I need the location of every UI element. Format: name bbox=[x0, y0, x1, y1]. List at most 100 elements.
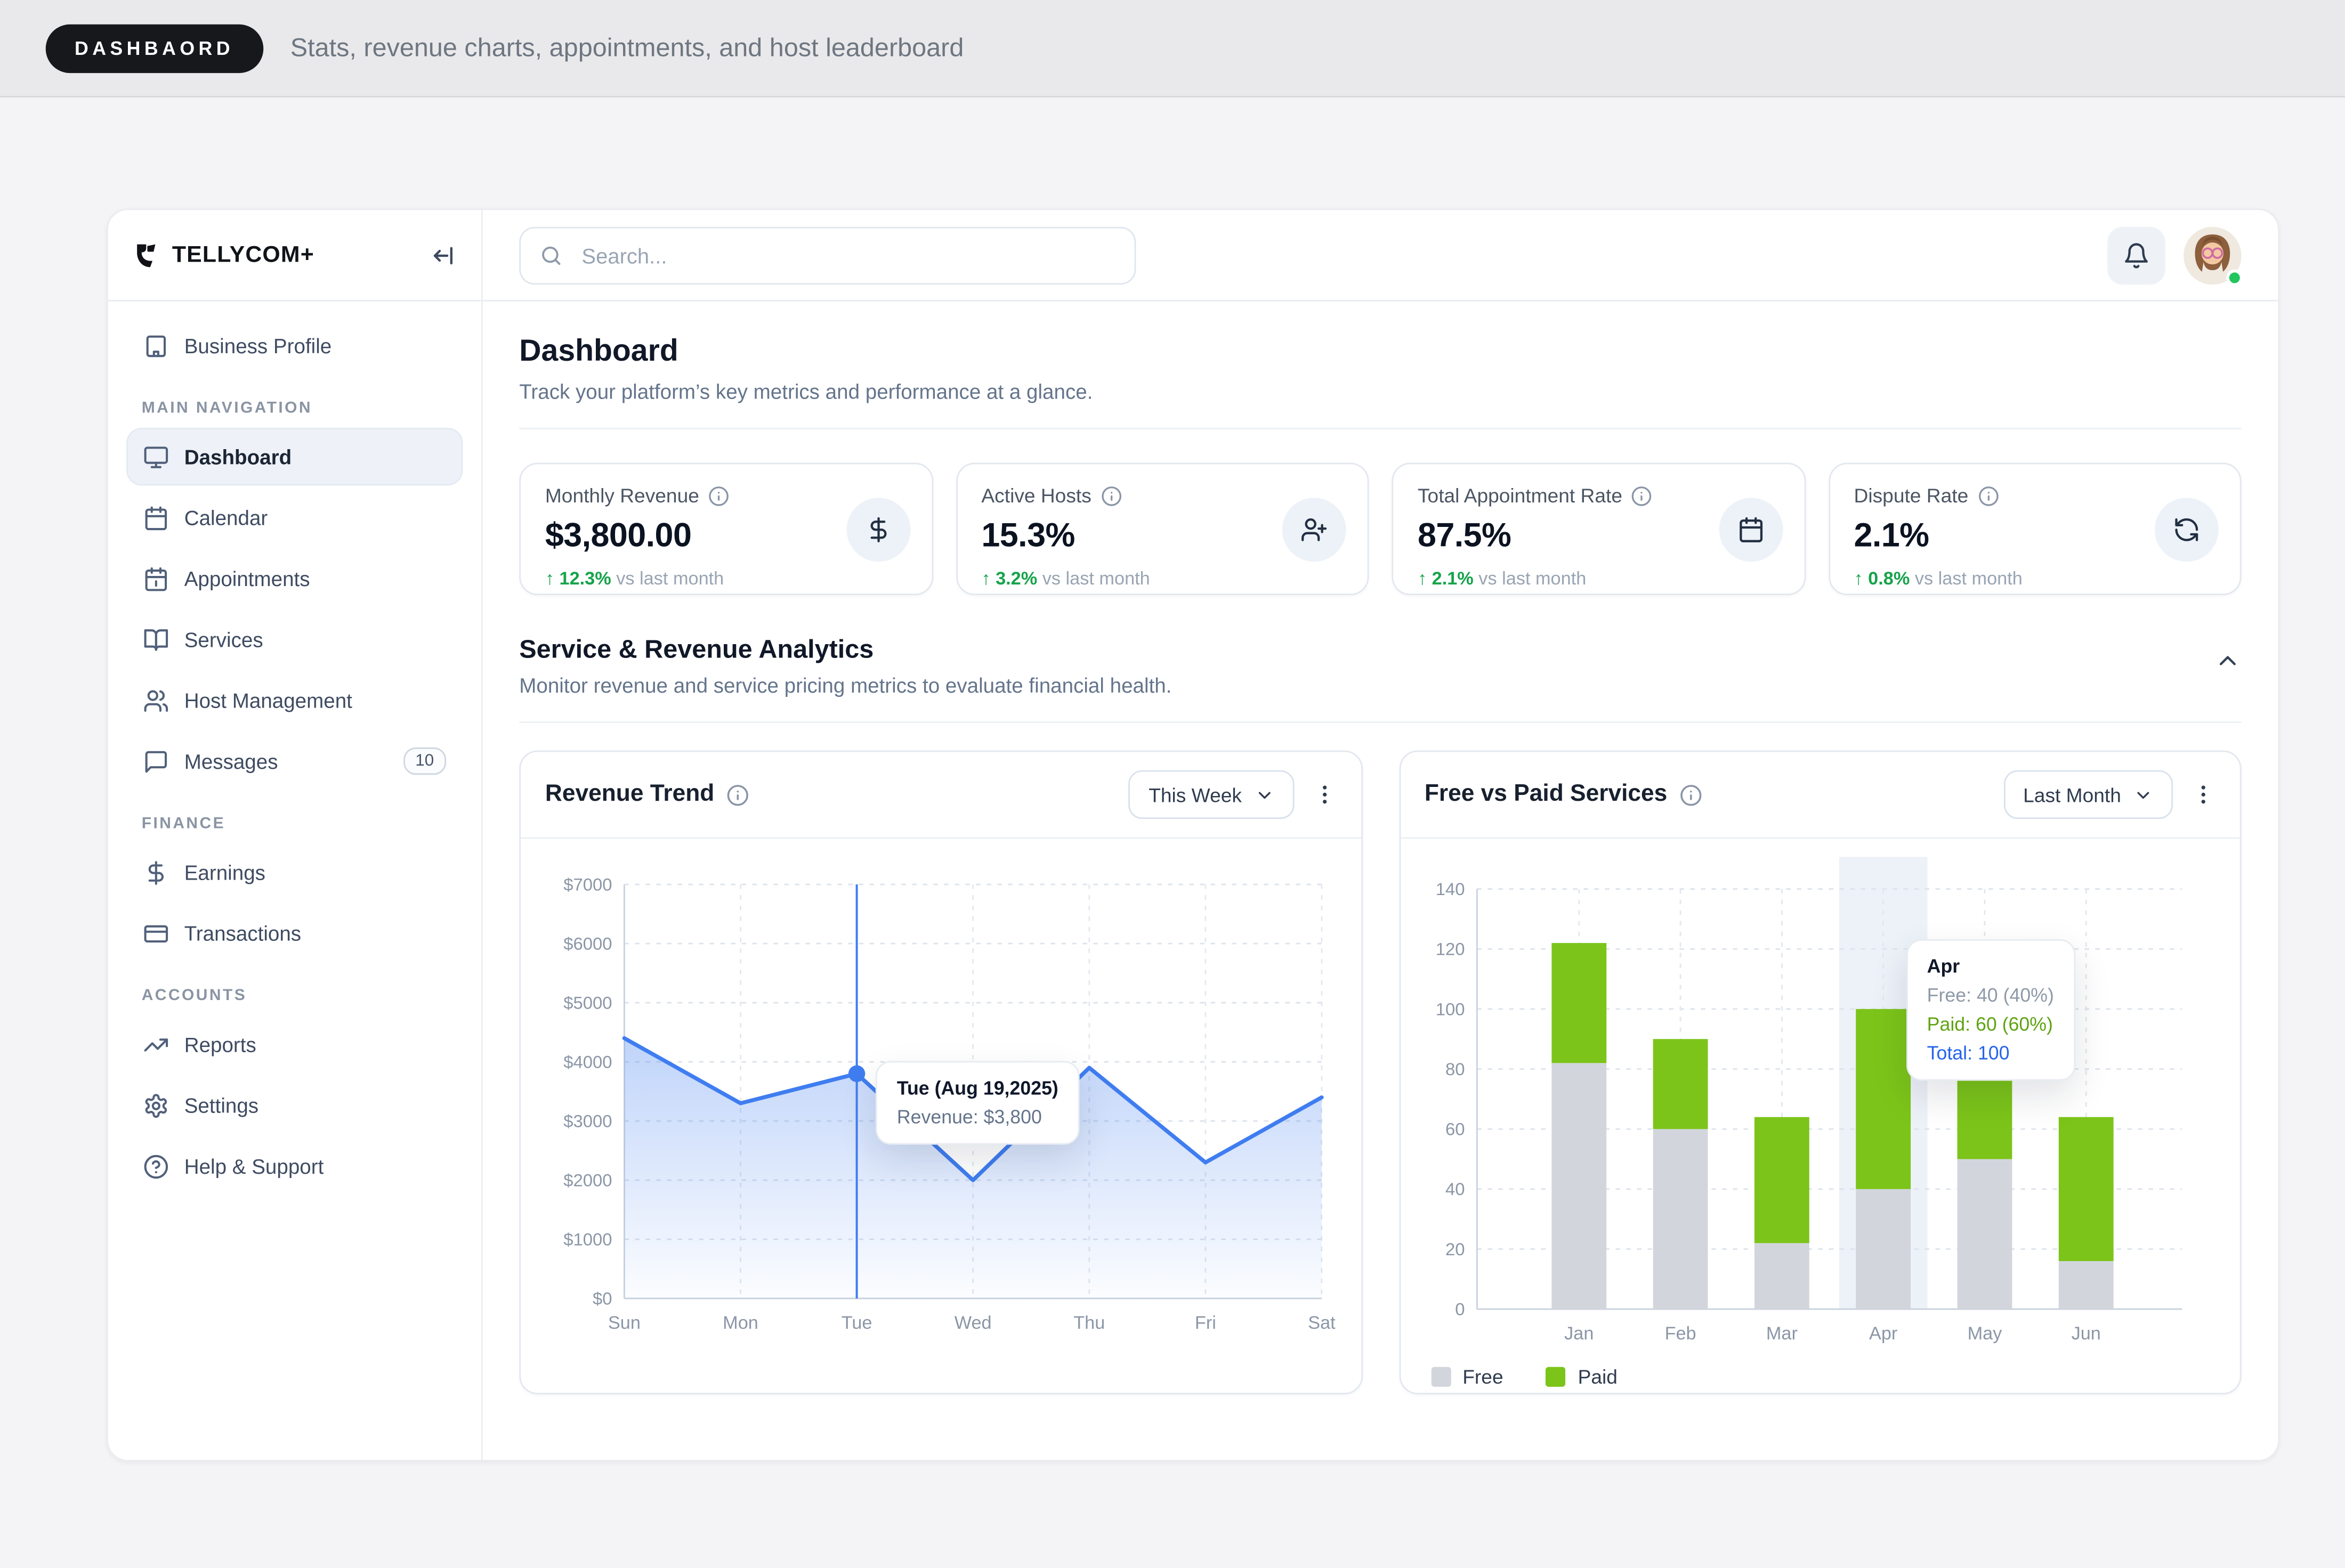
svg-text:Thu: Thu bbox=[1073, 1313, 1105, 1333]
svg-text:Feb: Feb bbox=[1664, 1323, 1695, 1344]
calendar-appointment-icon bbox=[143, 565, 169, 591]
sidebar-item-reports[interactable]: Reports bbox=[126, 1015, 463, 1074]
revenue-trend-chart[interactable]: $0$1000$2000$3000$4000$5000$6000$7000Sun… bbox=[521, 839, 1361, 1393]
notifications-button[interactable] bbox=[2107, 226, 2165, 284]
bell-icon bbox=[2123, 241, 2150, 269]
svg-text:$2000: $2000 bbox=[563, 1170, 612, 1190]
legend-item-paid: Paid bbox=[1546, 1366, 1618, 1388]
nav-section-finance: FINANCE bbox=[142, 815, 448, 833]
svg-text:Tue: Tue bbox=[842, 1313, 872, 1333]
revenue-trend-card: Revenue Trend This Week bbox=[519, 751, 1362, 1395]
sidebar-nav: Business Profile MAIN NAVIGATION Dashboa… bbox=[108, 302, 481, 1213]
top-strip: DASHBAORD Stats, revenue charts, appoint… bbox=[0, 0, 2345, 98]
page-badge: DASHBAORD bbox=[46, 23, 263, 72]
select-value: Last Month bbox=[2023, 783, 2121, 806]
svg-text:May: May bbox=[1967, 1323, 2002, 1344]
sidebar-item-label: Services bbox=[184, 628, 446, 651]
svg-text:$6000: $6000 bbox=[563, 933, 612, 953]
avatar[interactable] bbox=[2184, 226, 2242, 284]
sidebar-item-appointments[interactable]: Appointments bbox=[126, 549, 463, 607]
info-icon[interactable] bbox=[1679, 784, 1701, 805]
chevron-up-icon[interactable] bbox=[2214, 647, 2241, 674]
calendar-icon bbox=[143, 505, 169, 531]
info-icon[interactable] bbox=[1101, 485, 1122, 506]
credit-card-icon bbox=[143, 920, 169, 946]
search-input[interactable] bbox=[579, 241, 1117, 269]
freepaid-tooltip: Apr Free: 40 (40%) Paid: 60 (60%) Total:… bbox=[1906, 939, 2075, 1081]
svg-text:140: 140 bbox=[1435, 879, 1464, 899]
page-title: Dashboard bbox=[519, 335, 2241, 370]
stat-card-dispute-rate: Dispute Rate 2.1% ↑ 0.8% vs last month bbox=[1828, 463, 2242, 596]
book-open-icon bbox=[143, 627, 169, 653]
chevron-down-icon bbox=[1254, 785, 1274, 805]
sidebar-item-host-management[interactable]: Host Management bbox=[126, 671, 463, 729]
svg-text:$1000: $1000 bbox=[563, 1230, 612, 1249]
sidebar-item-help-support[interactable]: Help & Support bbox=[126, 1137, 463, 1195]
stat-trend: ↑ 12.3% vs last month bbox=[545, 568, 907, 589]
sidebar-item-label: Help & Support bbox=[184, 1155, 446, 1177]
sidebar-item-transactions[interactable]: Transactions bbox=[126, 904, 463, 962]
info-icon[interactable] bbox=[1977, 485, 1999, 506]
kebab-menu-icon[interactable] bbox=[2191, 783, 2215, 807]
sidebar: TELLYCOM+ Business Profile MAIN NAVIGATI… bbox=[108, 210, 483, 1460]
page-description: Stats, revenue charts, appointments, and… bbox=[290, 33, 964, 63]
stats-row: Monthly Revenue $3,800.00 ↑ 12.3% vs las… bbox=[519, 463, 2241, 596]
free-vs-paid-chart[interactable]: 020406080100120140JanFebMarAprMayJun Apr… bbox=[1400, 839, 2240, 1393]
svg-text:Apr: Apr bbox=[1869, 1323, 1897, 1344]
sidebar-item-settings[interactable]: Settings bbox=[126, 1076, 463, 1134]
sidebar-item-label: Earnings bbox=[184, 861, 446, 884]
info-icon[interactable] bbox=[726, 784, 748, 805]
freepaid-range-select[interactable]: Last Month bbox=[2003, 770, 2173, 819]
legend-item-free: Free bbox=[1430, 1366, 1503, 1388]
stat-label: Active Hosts bbox=[981, 484, 1091, 507]
sidebar-item-calendar[interactable]: Calendar bbox=[126, 489, 463, 547]
dollar-icon bbox=[846, 497, 910, 561]
app-panel: TELLYCOM+ Business Profile MAIN NAVIGATI… bbox=[107, 208, 2279, 1461]
stat-card-active-hosts: Active Hosts 15.3% ↑ 3.2% vs last month bbox=[956, 463, 1369, 596]
sidebar-item-label: Appointments bbox=[184, 567, 446, 590]
collapse-sidebar-icon[interactable] bbox=[430, 241, 457, 269]
sidebar-item-label: Dashboard bbox=[184, 445, 446, 468]
svg-text:120: 120 bbox=[1435, 939, 1464, 959]
svg-text:Fri: Fri bbox=[1195, 1313, 1216, 1333]
search-box[interactable] bbox=[519, 226, 1136, 284]
message-icon bbox=[143, 748, 169, 774]
sidebar-item-services[interactable]: Services bbox=[126, 611, 463, 669]
sidebar-item-dashboard[interactable]: Dashboard bbox=[126, 428, 463, 486]
sidebar-item-label: Reports bbox=[184, 1033, 446, 1056]
revenue-trend-header: Revenue Trend This Week bbox=[521, 752, 1361, 839]
free-vs-paid-header: Free vs Paid Services Last Month bbox=[1400, 752, 2240, 839]
trending-up-icon bbox=[143, 1031, 169, 1058]
info-icon[interactable] bbox=[708, 485, 730, 506]
revenue-range-select[interactable]: This Week bbox=[1129, 770, 1293, 819]
select-value: This Week bbox=[1149, 783, 1242, 806]
sidebar-item-messages[interactable]: Messages 10 bbox=[126, 732, 463, 790]
svg-text:Mar: Mar bbox=[1765, 1323, 1797, 1344]
sidebar-item-business-profile[interactable]: Business Profile bbox=[126, 316, 463, 375]
svg-text:0: 0 bbox=[1454, 1299, 1464, 1319]
sidebar-item-label: Messages bbox=[184, 750, 388, 773]
legend-swatch-paid bbox=[1546, 1367, 1566, 1387]
dashboard-app: DASHBAORD Stats, revenue charts, appoint… bbox=[0, 0, 2345, 1568]
stat-card-monthly-revenue: Monthly Revenue $3,800.00 ↑ 12.3% vs las… bbox=[519, 463, 933, 596]
content: Dashboard Track your platform’s key metr… bbox=[483, 302, 2278, 1394]
svg-text:$0: $0 bbox=[593, 1289, 612, 1309]
info-icon[interactable] bbox=[1631, 485, 1653, 506]
section-title: Service & Revenue Analytics bbox=[519, 635, 1171, 665]
online-status-dot bbox=[2226, 269, 2243, 285]
stat-label: Total Appointment Rate bbox=[1418, 484, 1622, 507]
sidebar-item-label: Business Profile bbox=[184, 334, 446, 357]
kebab-menu-icon[interactable] bbox=[1312, 783, 1336, 807]
svg-text:80: 80 bbox=[1445, 1059, 1465, 1079]
svg-text:20: 20 bbox=[1445, 1239, 1465, 1259]
svg-text:40: 40 bbox=[1445, 1179, 1465, 1199]
dollar-icon bbox=[143, 859, 169, 885]
page-subtitle: Track your platform’s key metrics and pe… bbox=[519, 380, 2241, 403]
sidebar-item-label: Settings bbox=[184, 1094, 446, 1117]
sidebar-item-earnings[interactable]: Earnings bbox=[126, 843, 463, 901]
svg-text:$3000: $3000 bbox=[563, 1111, 612, 1131]
svg-text:$5000: $5000 bbox=[563, 993, 612, 1012]
stat-trend: ↑ 2.1% vs last month bbox=[1418, 568, 1780, 589]
divider bbox=[519, 721, 2241, 723]
svg-text:$4000: $4000 bbox=[563, 1052, 612, 1071]
